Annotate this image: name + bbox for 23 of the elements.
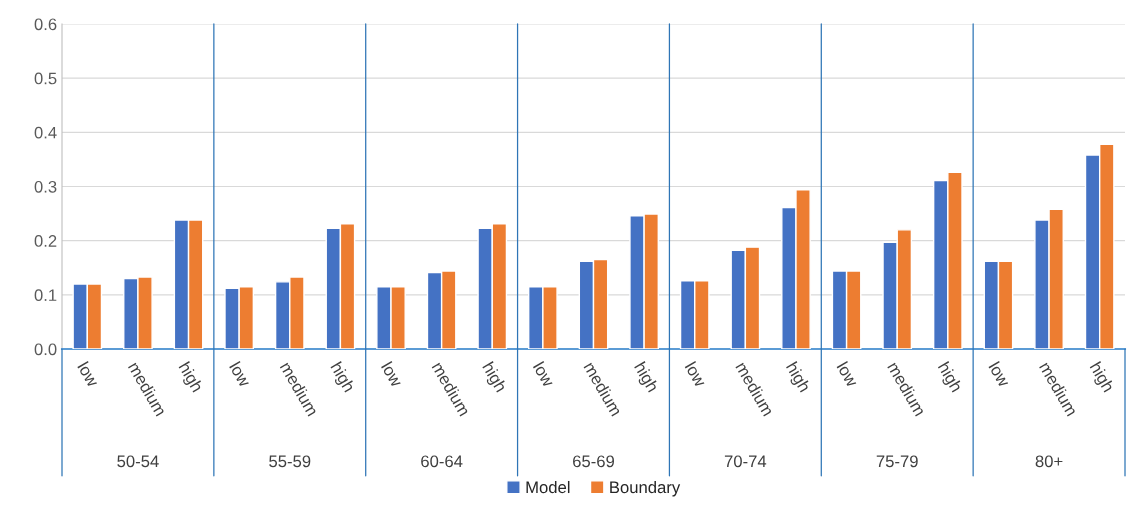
text: 80+ — [1035, 455, 1063, 468]
x-tick-label: low — [836, 361, 860, 388]
x-tick-label: low — [988, 361, 1011, 388]
x-tick-label: low — [77, 361, 100, 388]
text: 70-74 — [724, 455, 767, 468]
x-tick-label: low — [229, 361, 252, 388]
legend-label: Model — [526, 480, 570, 494]
x-tick-label: low — [532, 361, 556, 388]
y-tick-label: 0.4 — [34, 126, 57, 139]
y-tick-label: 0.2 — [34, 235, 57, 247]
text: 75-79 — [876, 455, 918, 468]
x-tick-label: low — [380, 361, 404, 388]
y-tick-label: 0.0 — [34, 343, 57, 356]
text: 60-64 — [421, 455, 463, 468]
text: 65-69 — [573, 455, 615, 468]
y-tick-label: 0.3 — [34, 180, 57, 193]
y-tick-label: 0.5 — [34, 72, 57, 85]
y-tick-label: 0.1 — [34, 289, 57, 302]
legend-label: Boundary — [610, 480, 681, 497]
text: 50-54 — [117, 455, 159, 468]
y-tick-label: 0.6 — [34, 18, 57, 31]
x-tick-label: low — [684, 361, 708, 388]
text: 55-59 — [269, 455, 311, 468]
